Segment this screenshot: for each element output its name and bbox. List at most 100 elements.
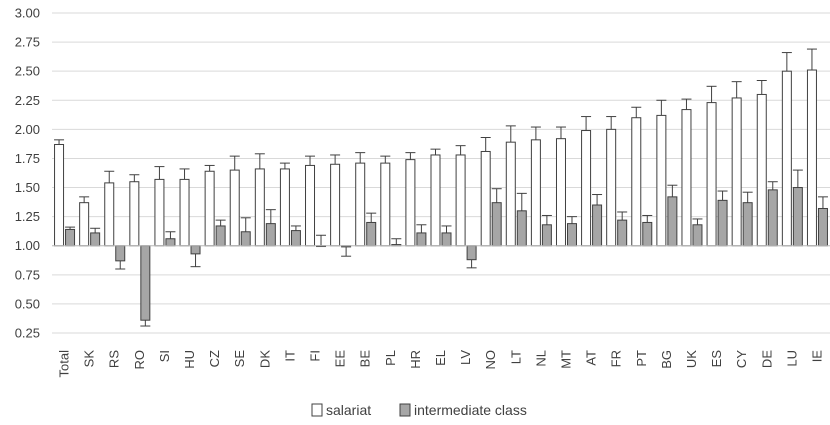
bar-intermediate-class-LV [466,245,477,261]
category-label-FR: FR [609,350,624,367]
bar-intermediate-class-SI [165,238,176,247]
bar-intermediate-class-LT [516,210,527,247]
category-label-HR: HR [408,350,423,369]
bar-salariat-IT [279,168,290,247]
category-label-DE: DE [759,350,774,368]
bar-intermediate-class-Total [65,228,76,247]
category-label-ES: ES [709,350,724,368]
category-label-EE: EE [333,350,348,368]
bar-intermediate-class-LU [792,187,803,247]
category-label-SE: SE [232,350,247,368]
bar-intermediate-class-HU [190,245,201,255]
y-tick-label: 0.50 [15,296,40,311]
bar-salariat-NL [530,139,541,247]
legend-swatch-salariat [311,403,323,417]
category-label-IT: IT [282,350,297,362]
bar-intermediate-class-MT [566,223,577,247]
category-label-HU: HU [182,350,197,369]
bar-salariat-FI [305,164,316,247]
bar-salariat-EE [330,163,341,247]
bar-salariat-HR [405,159,416,247]
bar-intermediate-class-PT [642,221,653,247]
bar-salariat-RO [129,181,140,247]
category-label-CY: CY [734,350,749,368]
category-label-BG: BG [659,350,674,369]
bar-intermediate-class-BG [667,196,678,247]
bar-salariat-LU [781,70,792,247]
y-tick-label: 2.75 [15,35,40,50]
bar-salariat-LV [455,154,466,247]
bar-intermediate-class-NL [541,224,552,247]
bar-intermediate-class-DE [767,189,778,247]
bar-salariat-SI [154,178,165,247]
bar-salariat-DE [756,93,767,247]
category-label-UK: UK [684,350,699,368]
category-label-LT: LT [508,350,523,364]
bar-salariat-BE [355,162,366,247]
y-tick-label: 1.75 [15,151,40,166]
bar-salariat-CY [731,97,742,247]
bar-salariat-PT [631,117,642,247]
category-label-Total: Total [57,350,72,378]
category-label-EL: EL [433,350,448,366]
bar-intermediate-class-CY [742,202,753,247]
bar-salariat-ES [706,102,717,247]
category-label-PL: PL [383,350,398,366]
bar-salariat-UK [681,109,692,247]
legend: salariat intermediate class [311,402,527,418]
category-label-SI: SI [157,350,172,362]
y-tick-label: 1.50 [15,180,40,195]
y-tick-label: 2.25 [15,93,40,108]
category-label-LV: LV [458,350,473,365]
bar-intermediate-class-RS [115,245,126,262]
category-label-PT: PT [634,350,649,367]
legend-label-salariat: salariat [326,402,371,418]
bar-salariat-CZ [204,170,215,247]
category-label-SK: SK [82,350,97,368]
bar-salariat-SE [229,169,240,247]
bar-intermediate-class-IE [817,207,828,247]
bar-salariat-RS [104,182,115,247]
bar-intermediate-class-RO [140,245,151,321]
bar-intermediate-class-NO [491,202,502,247]
x-axis: Total SK RS RO SI HU CZ SE DK IT FI EE BE PL HR EL LV NO L… [52,245,830,378]
y-tick-label: 2.50 [15,64,40,79]
category-label-BE: BE [358,350,373,368]
category-label-FI: FI [308,350,323,362]
bar-salariat-EL [430,154,441,247]
category-label-RO: RO [132,350,147,370]
y-tick-label: 1.00 [15,238,40,253]
bar-intermediate-class-BE [366,221,377,247]
legend-swatch-intermediate-class [399,403,411,417]
bar-salariat-IE [806,69,817,247]
category-label-RS: RS [107,350,122,368]
bar-salariat-BG [656,114,667,247]
y-tick-label: 2.00 [15,122,40,137]
bar-intermediate-class-UK [692,224,703,247]
bar-intermediate-class-ES [717,199,728,247]
category-label-NL: NL [533,350,548,367]
y-tick-label: 1.25 [15,209,40,224]
bar-intermediate-class-CZ [215,225,226,247]
bar-intermediate-class-AT [592,204,603,247]
category-label-LU: LU [784,350,799,367]
bar-intermediate-class-SE [240,231,251,247]
category-label-DK: DK [257,350,272,368]
y-tick-label: 0.25 [15,326,40,341]
bar-intermediate-class-SK [90,232,101,247]
bar-salariat-DK [254,168,265,247]
bar-salariat-LT [505,141,516,247]
bar-intermediate-class-EL [441,232,452,247]
category-label-NO: NO [483,350,498,370]
bar-salariat-SK [79,202,90,247]
bar-intermediate-class-IT [290,230,301,247]
bar-salariat-FR [606,128,617,247]
bar-intermediate-class-DK [265,223,276,247]
category-label-MT: MT [558,350,573,369]
category-label-AT: AT [584,350,599,366]
bar-salariat-AT [581,130,592,247]
bar-intermediate-class-HR [416,232,427,247]
bar-salariat-PL [380,162,391,247]
bar-intermediate-class-FR [617,219,628,247]
